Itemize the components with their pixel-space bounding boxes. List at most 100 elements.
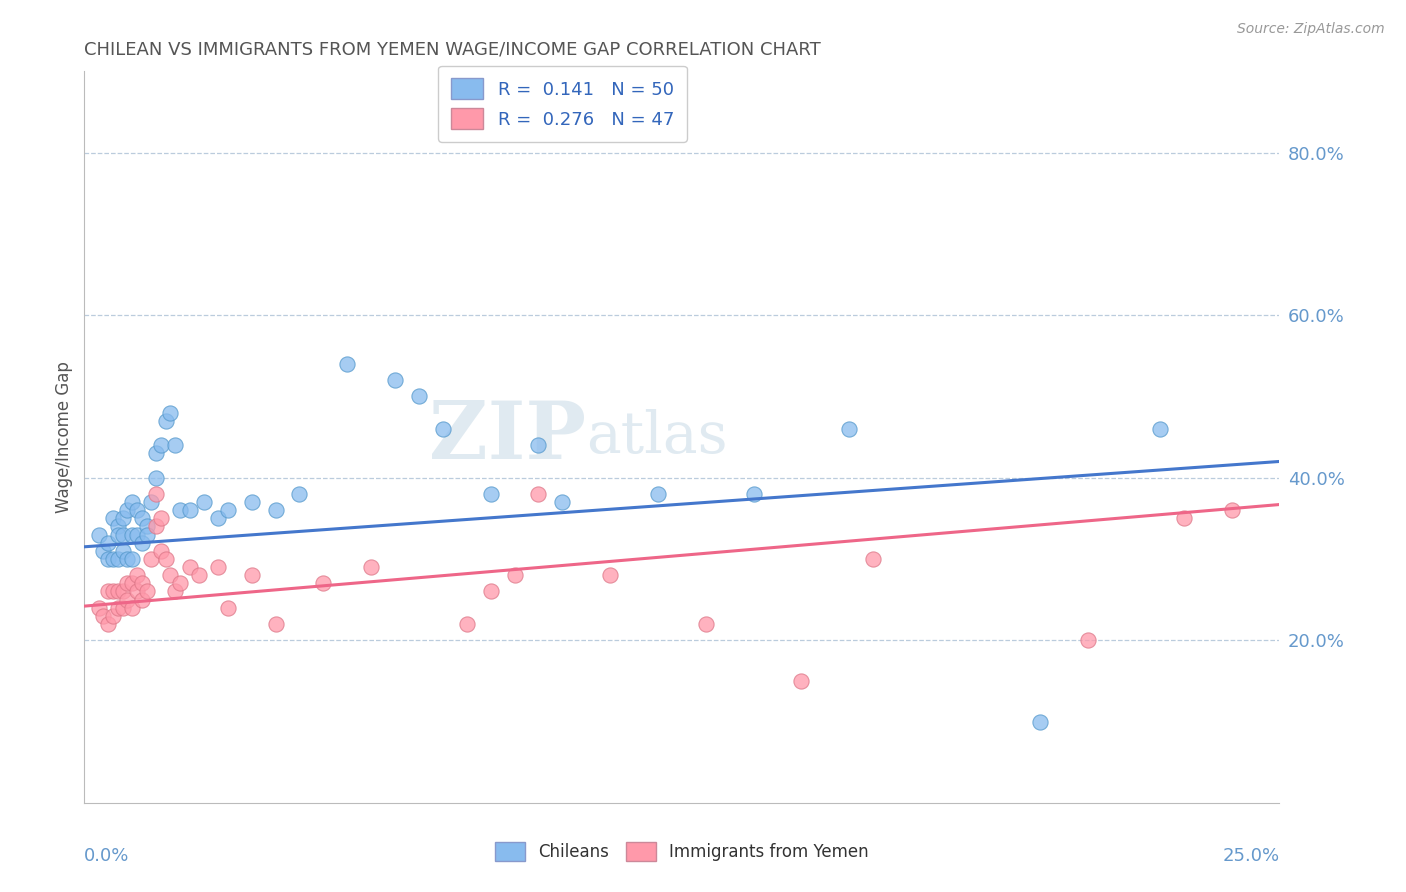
Point xyxy=(111,584,134,599)
Point xyxy=(145,487,167,501)
Point xyxy=(111,527,134,541)
Point xyxy=(107,552,129,566)
Point xyxy=(169,576,191,591)
Point xyxy=(862,552,884,566)
Point xyxy=(838,422,860,436)
Point xyxy=(121,552,143,566)
Point xyxy=(145,471,167,485)
Point xyxy=(101,552,124,566)
Point xyxy=(131,592,153,607)
Point xyxy=(647,487,669,501)
Point xyxy=(479,487,502,501)
Legend: Chileans, Immigrants from Yemen: Chileans, Immigrants from Yemen xyxy=(488,835,876,868)
Text: CHILEAN VS IMMIGRANTS FROM YEMEN WAGE/INCOME GAP CORRELATION CHART: CHILEAN VS IMMIGRANTS FROM YEMEN WAGE/IN… xyxy=(84,41,821,59)
Point xyxy=(288,487,311,501)
Text: 25.0%: 25.0% xyxy=(1222,847,1279,864)
Point xyxy=(107,584,129,599)
Point xyxy=(121,600,143,615)
Point xyxy=(551,495,574,509)
Point xyxy=(408,389,430,403)
Point xyxy=(111,511,134,525)
Point xyxy=(193,495,215,509)
Point xyxy=(155,552,177,566)
Point xyxy=(217,600,239,615)
Point xyxy=(155,414,177,428)
Point xyxy=(145,446,167,460)
Point xyxy=(93,544,115,558)
Point xyxy=(695,617,717,632)
Point xyxy=(117,592,139,607)
Point xyxy=(101,584,124,599)
Text: atlas: atlas xyxy=(586,409,728,465)
Point xyxy=(107,527,129,541)
Point xyxy=(165,584,187,599)
Point xyxy=(169,503,191,517)
Point xyxy=(141,495,163,509)
Text: 0.0%: 0.0% xyxy=(84,847,129,864)
Point xyxy=(479,584,502,599)
Point xyxy=(527,487,550,501)
Point xyxy=(121,576,143,591)
Point xyxy=(101,608,124,623)
Point xyxy=(360,560,382,574)
Point xyxy=(121,527,143,541)
Point xyxy=(149,511,172,525)
Point xyxy=(149,438,172,452)
Point xyxy=(107,519,129,533)
Point xyxy=(384,373,406,387)
Point xyxy=(107,600,129,615)
Point xyxy=(97,617,120,632)
Point xyxy=(240,568,263,582)
Point xyxy=(111,600,134,615)
Point xyxy=(125,584,148,599)
Point xyxy=(131,511,153,525)
Point xyxy=(131,535,153,549)
Point xyxy=(264,617,287,632)
Point xyxy=(503,568,526,582)
Point xyxy=(135,527,157,541)
Point xyxy=(121,495,143,509)
Point xyxy=(312,576,335,591)
Point xyxy=(117,503,139,517)
Point xyxy=(790,673,813,688)
Point xyxy=(159,406,181,420)
Point xyxy=(527,438,550,452)
Point xyxy=(264,503,287,517)
Point xyxy=(125,503,148,517)
Point xyxy=(1077,633,1099,648)
Point xyxy=(432,422,454,436)
Point xyxy=(336,357,359,371)
Point xyxy=(97,552,120,566)
Point xyxy=(1173,511,1195,525)
Point xyxy=(188,568,211,582)
Point xyxy=(131,576,153,591)
Point xyxy=(125,527,148,541)
Point xyxy=(117,552,139,566)
Point xyxy=(93,608,115,623)
Point xyxy=(141,552,163,566)
Point xyxy=(1149,422,1171,436)
Point xyxy=(165,438,187,452)
Point xyxy=(599,568,621,582)
Point xyxy=(111,544,134,558)
Y-axis label: Wage/Income Gap: Wage/Income Gap xyxy=(55,361,73,513)
Point xyxy=(117,576,139,591)
Point xyxy=(207,511,229,525)
Point xyxy=(159,568,181,582)
Point xyxy=(145,519,167,533)
Text: Source: ZipAtlas.com: Source: ZipAtlas.com xyxy=(1237,22,1385,37)
Point xyxy=(135,584,157,599)
Point xyxy=(125,568,148,582)
Point xyxy=(456,617,478,632)
Point xyxy=(135,519,157,533)
Point xyxy=(1029,714,1052,729)
Point xyxy=(1220,503,1243,517)
Point xyxy=(101,511,124,525)
Point xyxy=(87,600,110,615)
Point xyxy=(179,503,201,517)
Point xyxy=(207,560,229,574)
Point xyxy=(217,503,239,517)
Point xyxy=(742,487,765,501)
Point xyxy=(240,495,263,509)
Point xyxy=(149,544,172,558)
